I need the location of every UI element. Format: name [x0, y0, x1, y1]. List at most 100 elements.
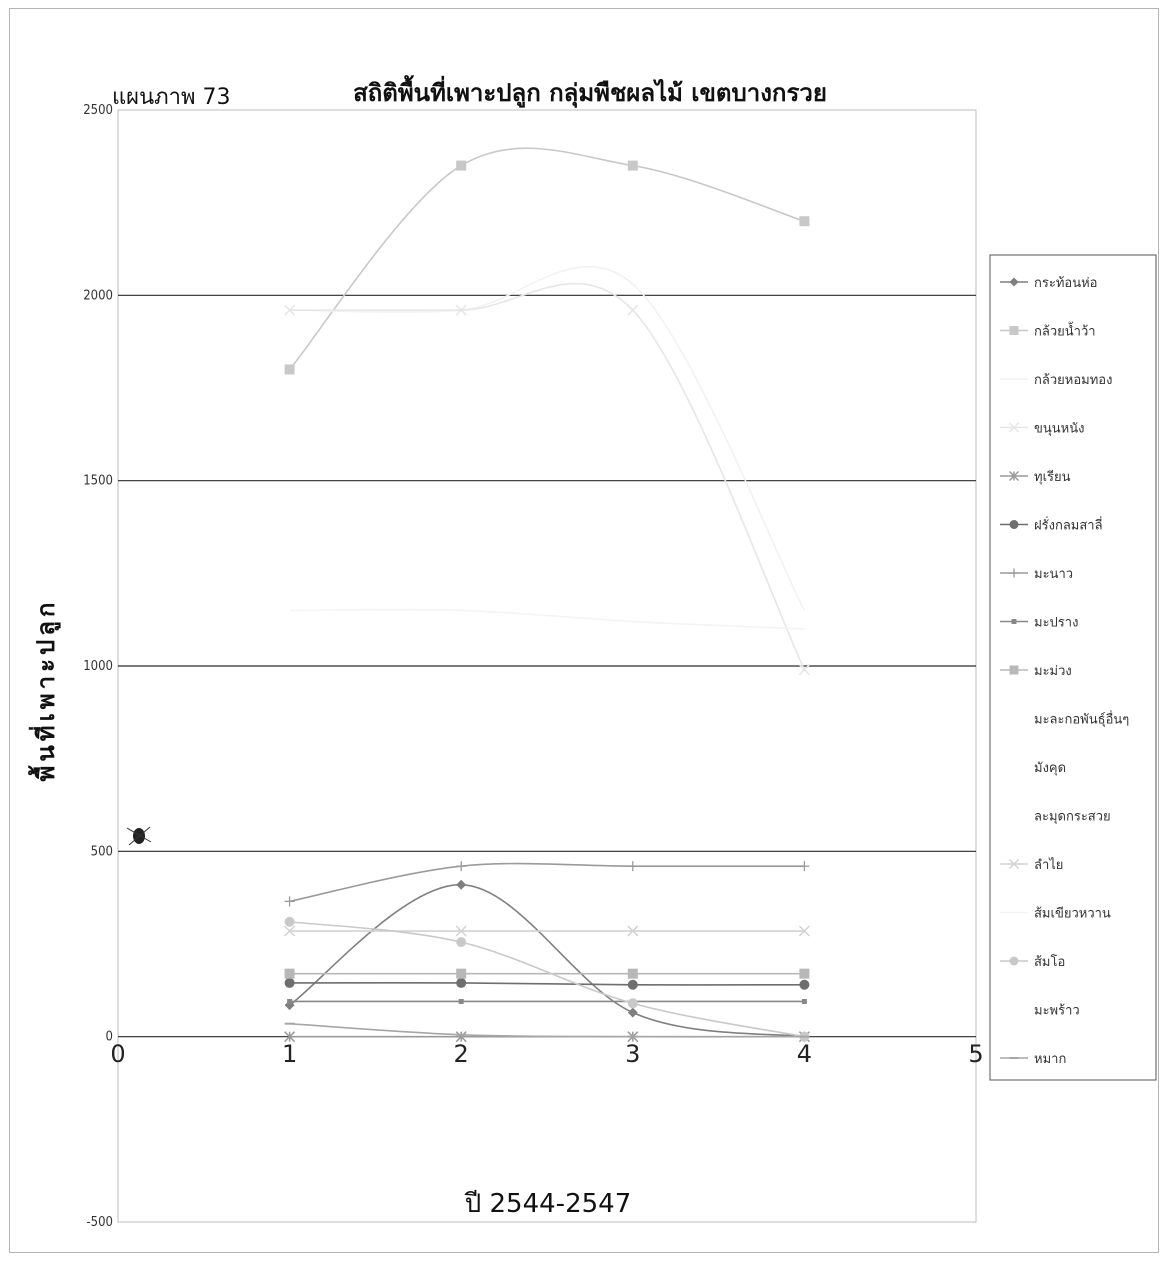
- series-line: [289, 920, 805, 1038]
- series-line: [289, 981, 805, 986]
- legend-item: มะพร้าว: [1034, 1004, 1080, 1019]
- data-point: [455, 304, 467, 316]
- data-point: [798, 925, 810, 937]
- data-point: [1008, 422, 1020, 433]
- y-tick-label: 1000: [83, 659, 113, 674]
- data-point: [627, 925, 639, 937]
- legend-item: มะปราง: [1000, 616, 1078, 631]
- legend-item: กล้วยน้ำว้า: [1000, 322, 1096, 340]
- legend-label: ขนุนหนัง: [1034, 422, 1084, 437]
- data-point: [801, 998, 807, 1004]
- data-point: [1011, 619, 1017, 624]
- series-3: [289, 265, 806, 611]
- legend-item: ลำไย: [1000, 857, 1063, 873]
- legend-item: ขนุนหนัง: [1000, 422, 1084, 437]
- data-point: [284, 896, 295, 907]
- legend-label: ลำไย: [1034, 857, 1063, 873]
- legend-label: มะม่วง: [1034, 664, 1072, 679]
- series-line: [289, 282, 806, 671]
- data-point: [627, 1007, 638, 1018]
- x-axis-ticks: 0 1 2 3 4 5: [110, 1040, 983, 1068]
- x-tick-label: 2: [454, 1040, 469, 1068]
- data-point: [1008, 470, 1020, 482]
- x-tick-label: 1: [282, 1040, 297, 1068]
- legend-item: ส้มเขียวหวาน: [1000, 906, 1111, 922]
- y-tick-label: 0: [106, 1030, 113, 1045]
- legend-label: มะละกอพันธุ์อื่นๆ: [1034, 711, 1129, 728]
- y-tick-label: 2500: [83, 103, 113, 118]
- data-point: [627, 160, 638, 171]
- data-point: [799, 216, 810, 227]
- data-point: [284, 304, 296, 316]
- plot-area: -500 0 500 1000 1500 2000 2500 0 1 2 3 4 5: [83, 103, 983, 1230]
- data-point: [627, 979, 638, 990]
- data-point: [456, 977, 467, 988]
- legend-label: มะพร้าว: [1034, 1004, 1080, 1019]
- legend-label: ส้มเขียวหวาน: [1034, 906, 1111, 922]
- legend-label: มังคุด: [1034, 761, 1066, 776]
- legend-label: กล้วยหอมทอง: [1034, 373, 1112, 388]
- legend-item: กล้วยหอมทอง: [1000, 373, 1112, 388]
- series-line: [289, 608, 805, 630]
- data-point: [456, 879, 467, 890]
- data-point: [799, 861, 810, 872]
- legend-label: กล้วยน้ำว้า: [1034, 322, 1096, 340]
- data-point: [1009, 956, 1019, 966]
- legend-item: ฝรั่งกลมสาลี่: [1000, 517, 1103, 534]
- figure-label: แผนภาพ 73: [112, 85, 230, 110]
- data-point: [284, 1031, 296, 1043]
- x-axis-title: ปี 2544-2547: [464, 1189, 632, 1219]
- data-point: [798, 664, 810, 676]
- data-point: [627, 861, 638, 872]
- y-axis-title: พื้นที่เพาะปลูก: [27, 599, 61, 782]
- legend-label: ละมุดกระสวย: [1034, 810, 1111, 825]
- series-9: [284, 968, 810, 979]
- legend-label: หมาก: [1034, 1052, 1066, 1067]
- legend-item: ทุเรียน: [1000, 469, 1071, 485]
- legend: กระท้อนห่อกล้วยน้ำว้ากล้วยหอมทองขนุนหนัง…: [989, 254, 1157, 1081]
- data-point: [627, 304, 639, 316]
- data-point: [456, 160, 467, 171]
- legend-item: มะละกอพันธุ์อื่นๆ: [1034, 711, 1129, 728]
- legend-label: มะนาว: [1034, 567, 1073, 582]
- legend-item: มะนาว: [1000, 567, 1073, 582]
- data-point: [284, 925, 296, 937]
- series-7: [284, 861, 810, 907]
- chart-frame: [9, 8, 1159, 1253]
- legend-item: ส้มโอ: [1000, 954, 1065, 970]
- legend-item: กระท้อนห่อ: [1000, 276, 1097, 291]
- legend-label: ทุเรียน: [1034, 469, 1071, 485]
- x-tick-label: 0: [110, 1040, 125, 1068]
- data-point: [456, 861, 467, 872]
- data-point: [1009, 326, 1019, 335]
- data-point: [456, 937, 467, 948]
- legend-label: มะปราง: [1034, 616, 1078, 631]
- legend-label: ส้มโอ: [1034, 954, 1065, 970]
- series-14: [289, 608, 805, 630]
- data-point: [455, 1031, 467, 1043]
- legend-item: หมาก: [1000, 1052, 1066, 1067]
- legend-label: กระท้อนห่อ: [1034, 276, 1097, 291]
- series-line: [288, 147, 805, 370]
- data-point: [627, 998, 638, 1009]
- chart-title: สถิติพื้นที่เพาะปลูก กลุ่มพืชผลไม้ เขตบา…: [353, 74, 827, 109]
- series-4: [284, 282, 810, 676]
- data-point: [458, 998, 464, 1004]
- data-point: [284, 916, 295, 927]
- series-15: [284, 916, 810, 1042]
- data-point: [284, 364, 295, 375]
- legend-item: มังคุด: [1034, 761, 1066, 776]
- series-17: [284, 1022, 810, 1038]
- data-point: [456, 968, 467, 979]
- y-tick-label: 1500: [83, 474, 113, 489]
- y-axis-ticks: -500 0 500 1000 1500 2000 2500: [83, 103, 113, 1230]
- y-tick-label: 500: [91, 844, 113, 859]
- series-6: [284, 977, 810, 990]
- series-line: [289, 265, 806, 611]
- data-point: [799, 979, 810, 990]
- series-line: [289, 1022, 805, 1038]
- data-point: [1009, 568, 1019, 578]
- series-lines: [284, 147, 810, 1043]
- x-tick-label: 4: [797, 1040, 812, 1068]
